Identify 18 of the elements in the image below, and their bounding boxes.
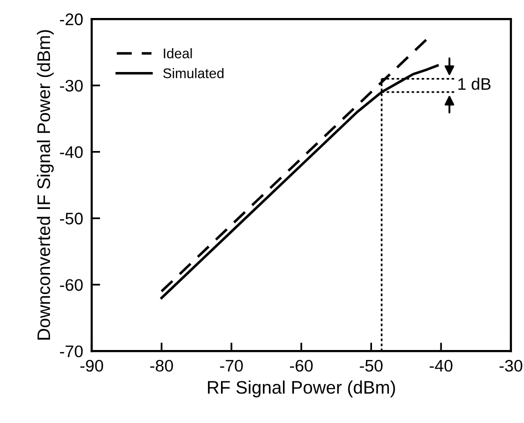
legend-label: Simulated [163, 68, 224, 78]
y-tick-label: -20 [60, 13, 83, 26]
x-tick-label: -60 [290, 360, 313, 372]
y-axis-title: Downconverted IF Signal Power (dBm) [36, 30, 54, 340]
y-tick-label: -40 [60, 146, 83, 158]
x-tick-label: -90 [80, 360, 104, 372]
y-tick-label: -60 [60, 279, 83, 291]
legend-label: Ideal [164, 48, 192, 58]
y-tick-label: -50 [60, 212, 83, 224]
y-tick-label: -70 [60, 345, 83, 358]
annotation: 1 dB [458, 78, 491, 90]
x-axis-title: RF Signal Power (dBm) [208, 380, 395, 398]
x-tick-label: -80 [150, 360, 173, 372]
x-tick-label: -30 [500, 360, 522, 372]
x-tick-label: -70 [220, 360, 243, 372]
x-tick-label: -40 [430, 360, 452, 372]
x-tick-label: -50 [360, 360, 383, 372]
y-tick-label: -30 [60, 80, 83, 92]
